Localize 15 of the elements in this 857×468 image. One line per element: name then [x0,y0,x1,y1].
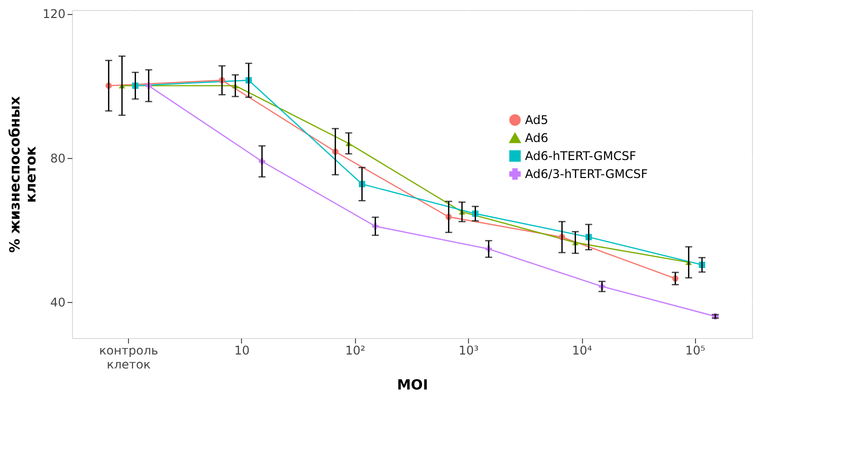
x-tick-label: 10² [345,344,366,358]
y-tick-label: 40 [50,295,66,310]
legend-label: Ad6 [525,131,548,145]
x-tick-label: 10⁴ [572,344,592,358]
legend-label: Ad6/3-hTERT-GMCSF [525,167,648,181]
x-tick-label: 10 [234,344,250,358]
y-tick-label: 80 [50,151,66,166]
y-axis-title: % жизнеспособных клеток [8,96,40,253]
x-tick-label: 10⁵ [685,344,706,358]
y-tick-label: 120 [42,7,66,22]
x-tick-label: 10³ [458,344,479,358]
x-axis-title: MOI [396,378,428,394]
legend-label: Ad5 [525,113,548,127]
x-tick-label: контроль клеток [99,344,158,372]
legend-label: Ad6-hTERT-GMCSF [525,149,636,163]
